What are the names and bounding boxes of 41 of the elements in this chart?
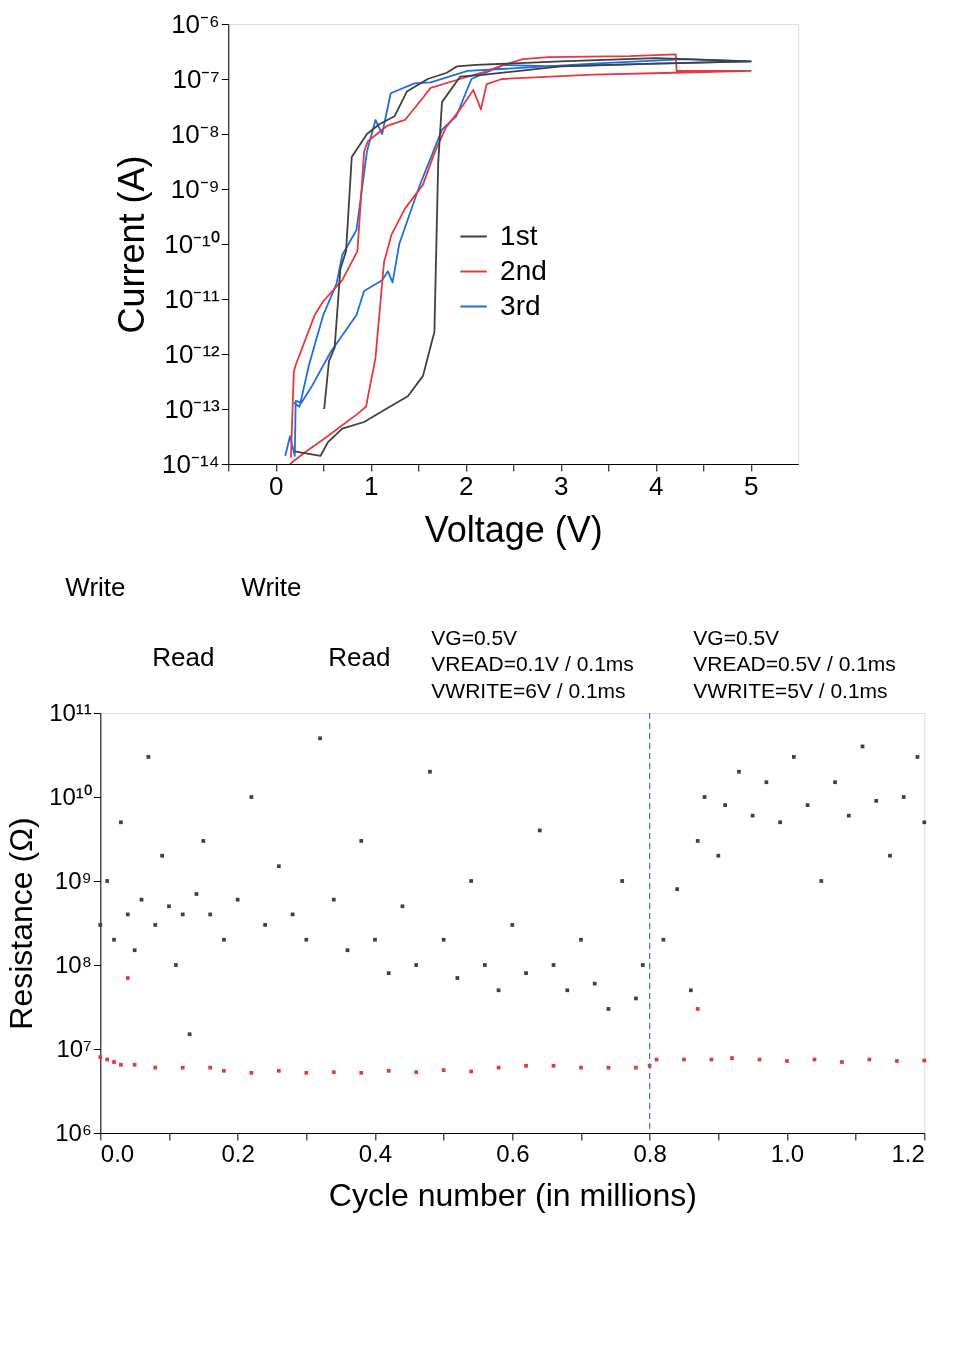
- x-tick-label: 0.0: [100, 1139, 135, 1167]
- x-tick-label: 0.8: [633, 1139, 667, 1167]
- text: Write: [65, 572, 126, 602]
- y-tick-label: 10⁻¹⁴: [162, 448, 220, 479]
- y-tick-label: 10⁻⁹: [170, 173, 220, 204]
- legend-label: 2nd: [500, 254, 547, 286]
- x-tick-label: 1.0: [770, 1139, 805, 1167]
- y-tick-label: 10⁻¹⁰: [164, 228, 220, 259]
- text: Read: [152, 642, 215, 672]
- y-axis-title: Resistance (Ω): [3, 817, 40, 1030]
- y-tick-label: 10¹¹: [49, 698, 92, 726]
- y-tick-label: 10⁷: [56, 1034, 92, 1062]
- x-tick-label: 1: [364, 470, 379, 501]
- x-tick-label: 0.4: [358, 1139, 393, 1167]
- x-tick-label: 5: [744, 470, 759, 501]
- y-tick-label: 10⁻¹³: [164, 393, 221, 424]
- text: Write: [241, 572, 302, 602]
- y-tick-label: 10⁻⁷: [172, 63, 220, 94]
- legend-label: 3rd: [500, 289, 541, 321]
- y-tick-label: 10⁻¹¹: [164, 283, 221, 314]
- y-tick-label: 10¹⁰: [49, 782, 92, 810]
- x-tick-label: 0.6: [496, 1139, 530, 1167]
- y-axis-title: Current (A): [111, 155, 152, 334]
- y-tick-label: 10⁶: [55, 1118, 92, 1146]
- x-tick-label: 2: [459, 470, 474, 501]
- y-tick-label: 10⁻¹²: [164, 338, 221, 369]
- y-tick-label: 10⁹: [54, 866, 92, 894]
- text: VG=0.5V VREAD=0.5V / 0.1ms VWRITE=5V / 0.1ms: [693, 626, 896, 702]
- x-tick-label: 4: [649, 470, 664, 501]
- x-axis-title: Cycle number (in millions): [328, 1176, 697, 1213]
- text: VG=0.5V VREAD=0.1V / 0.1ms VWRITE=6V / 0.1ms: [431, 626, 634, 702]
- x-tick-label: 0: [269, 470, 284, 501]
- x-tick-label: 0.2: [221, 1139, 255, 1167]
- y-tick-label: 10⁻⁸: [170, 118, 220, 149]
- y-tick-label: 10⁻⁶: [171, 8, 220, 39]
- x-tick-label: 1.2: [891, 1139, 925, 1167]
- y-tick-label: 10⁸: [54, 950, 92, 978]
- text: Read: [328, 642, 391, 672]
- x-tick-label: 3: [554, 470, 569, 501]
- legend-label: 1st: [500, 219, 538, 251]
- x-axis-title: Voltage (V): [424, 508, 603, 550]
